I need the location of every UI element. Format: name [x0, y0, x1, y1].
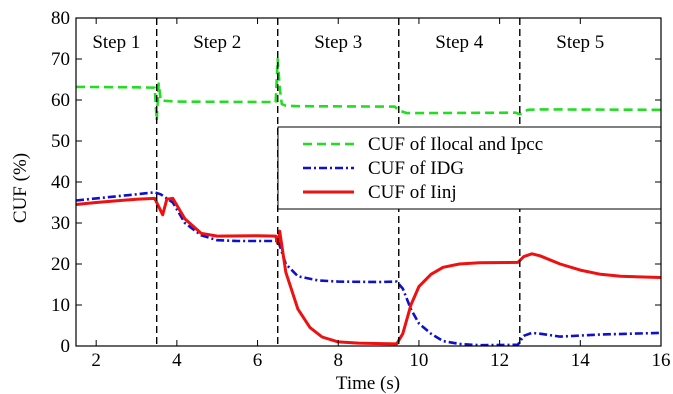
- legend-label-3: CUF of Iinj: [368, 182, 457, 203]
- x-tick-label-3: 6: [253, 350, 263, 371]
- y-tick-label-5: 40: [51, 172, 70, 193]
- y-axis-label: CUF (%): [10, 153, 31, 223]
- x-axis-label: Time (s): [336, 373, 400, 394]
- series-line-3: [75, 196, 662, 346]
- y-tick-label-6: 50: [51, 131, 70, 152]
- y-tick-label-4: 30: [51, 213, 70, 234]
- y-tick-label-9: 80: [51, 8, 70, 29]
- x-tick-label-8: 16: [652, 350, 671, 371]
- y-tick-label-3: 20: [51, 254, 70, 275]
- x-tick-label-4: 8: [333, 350, 343, 371]
- step-label-2: Step 2: [193, 32, 241, 53]
- y-tick-label-2: 10: [51, 295, 70, 316]
- series-line-1: [75, 57, 662, 122]
- step-label-5: Step 5: [556, 32, 604, 53]
- step-label-1: Step 1: [92, 32, 140, 53]
- y-tick-label-1: 0: [61, 336, 71, 357]
- x-tick-label-6: 12: [490, 350, 509, 371]
- y-tick-label-7: 60: [51, 90, 70, 111]
- legend-label-1: CUF of Ilocal and Ipcc: [368, 134, 543, 155]
- step-label-3: Step 3: [314, 32, 362, 53]
- x-tick-label-2: 4: [172, 350, 182, 371]
- series-line-2: [75, 191, 662, 347]
- x-tick-label-1: 2: [91, 350, 101, 371]
- plot-area: Step 1 Step 2 Step 3 Step 4 Step 5 CUF of Ilo…: [51, 8, 671, 371]
- x-tick-label-7: 14: [571, 350, 591, 371]
- step-label-4: Step 4: [435, 32, 484, 53]
- legend-label-2: CUF of IDG: [368, 158, 464, 179]
- y-tick-label-8: 70: [51, 49, 70, 70]
- x-tick-label-5: 10: [409, 350, 428, 371]
